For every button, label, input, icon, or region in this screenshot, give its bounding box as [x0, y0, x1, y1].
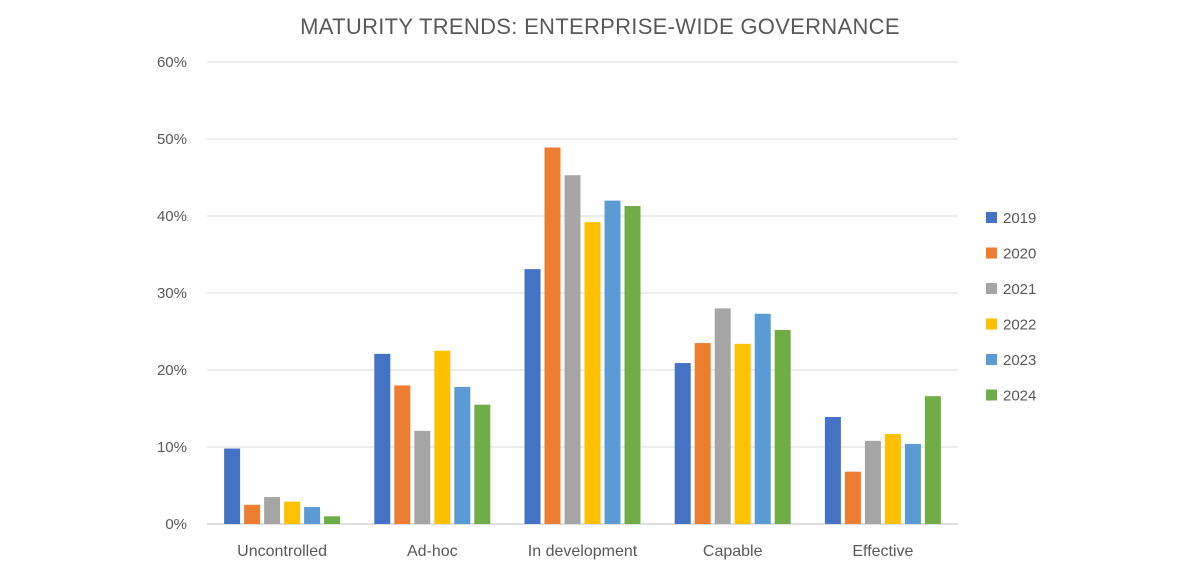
bar: [324, 516, 341, 524]
bar: [904, 443, 921, 524]
bar: [824, 416, 841, 524]
bar: [844, 471, 861, 524]
y-tick-label: 30%: [157, 285, 187, 302]
bar: [414, 430, 431, 524]
bar: [434, 350, 451, 524]
bar: [754, 313, 771, 524]
bar: [714, 308, 731, 524]
bar: [734, 343, 751, 524]
y-tick-label: 60%: [157, 54, 187, 71]
legend-label: 2022: [1003, 317, 1036, 334]
bar: [674, 363, 691, 524]
y-tick-label: 50%: [157, 131, 187, 148]
bar: [864, 440, 881, 524]
legend-swatch: [986, 247, 997, 259]
bar: [224, 448, 241, 524]
legend-swatch: [986, 283, 997, 294]
bar: [774, 329, 791, 524]
legend-label: 2024: [1003, 388, 1036, 405]
legend-swatch: [986, 389, 997, 401]
x-tick-label: Ad-hoc: [407, 543, 458, 560]
bar: [694, 343, 711, 524]
bar: [244, 504, 261, 524]
bar: [374, 353, 391, 524]
bar: [604, 200, 621, 524]
bar: [544, 147, 561, 524]
legend-swatch: [986, 354, 997, 365]
bar: [284, 501, 301, 524]
bar: [474, 404, 491, 524]
bar: [264, 497, 281, 524]
y-tick-label: 0%: [165, 516, 187, 533]
bar: [924, 396, 941, 524]
x-tick-label: Effective: [852, 543, 913, 560]
bar: [394, 385, 411, 524]
legend-swatch: [986, 318, 997, 330]
legend-label: 2023: [1003, 352, 1036, 369]
bar: [454, 386, 471, 524]
y-tick-label: 10%: [157, 439, 187, 456]
bar: [884, 433, 901, 524]
x-tick-label: In development: [528, 543, 638, 560]
legend-label: 2019: [1003, 210, 1036, 227]
bar: [564, 175, 581, 524]
chart-title: MATURITY TRENDS: ENTERPRISE-WIDE GOVERNA…: [300, 14, 900, 39]
x-tick-label: Capable: [703, 543, 763, 560]
x-tick-label: Uncontrolled: [237, 543, 327, 560]
legend-label: 2021: [1003, 281, 1036, 298]
bar: [304, 507, 321, 524]
y-tick-label: 20%: [157, 362, 187, 379]
legend-label: 2020: [1003, 246, 1036, 263]
legend-swatch: [986, 212, 997, 223]
bar: [624, 205, 641, 525]
bar: [524, 269, 541, 524]
bar: [584, 222, 601, 524]
y-tick-label: 40%: [157, 208, 187, 225]
